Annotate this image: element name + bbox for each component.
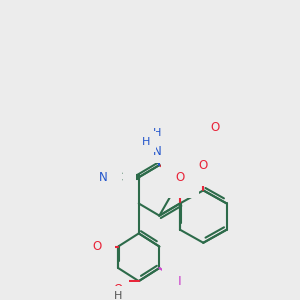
Text: H: H bbox=[142, 137, 150, 147]
Text: O: O bbox=[92, 240, 101, 253]
Text: N: N bbox=[153, 145, 162, 158]
Text: N: N bbox=[99, 171, 108, 184]
Text: O: O bbox=[199, 159, 208, 172]
Text: O: O bbox=[114, 283, 123, 296]
Text: C: C bbox=[114, 171, 122, 184]
Text: H: H bbox=[114, 291, 122, 300]
Text: O: O bbox=[211, 121, 220, 134]
Text: O: O bbox=[175, 171, 184, 184]
Text: I: I bbox=[178, 274, 182, 288]
Text: H: H bbox=[153, 128, 162, 138]
